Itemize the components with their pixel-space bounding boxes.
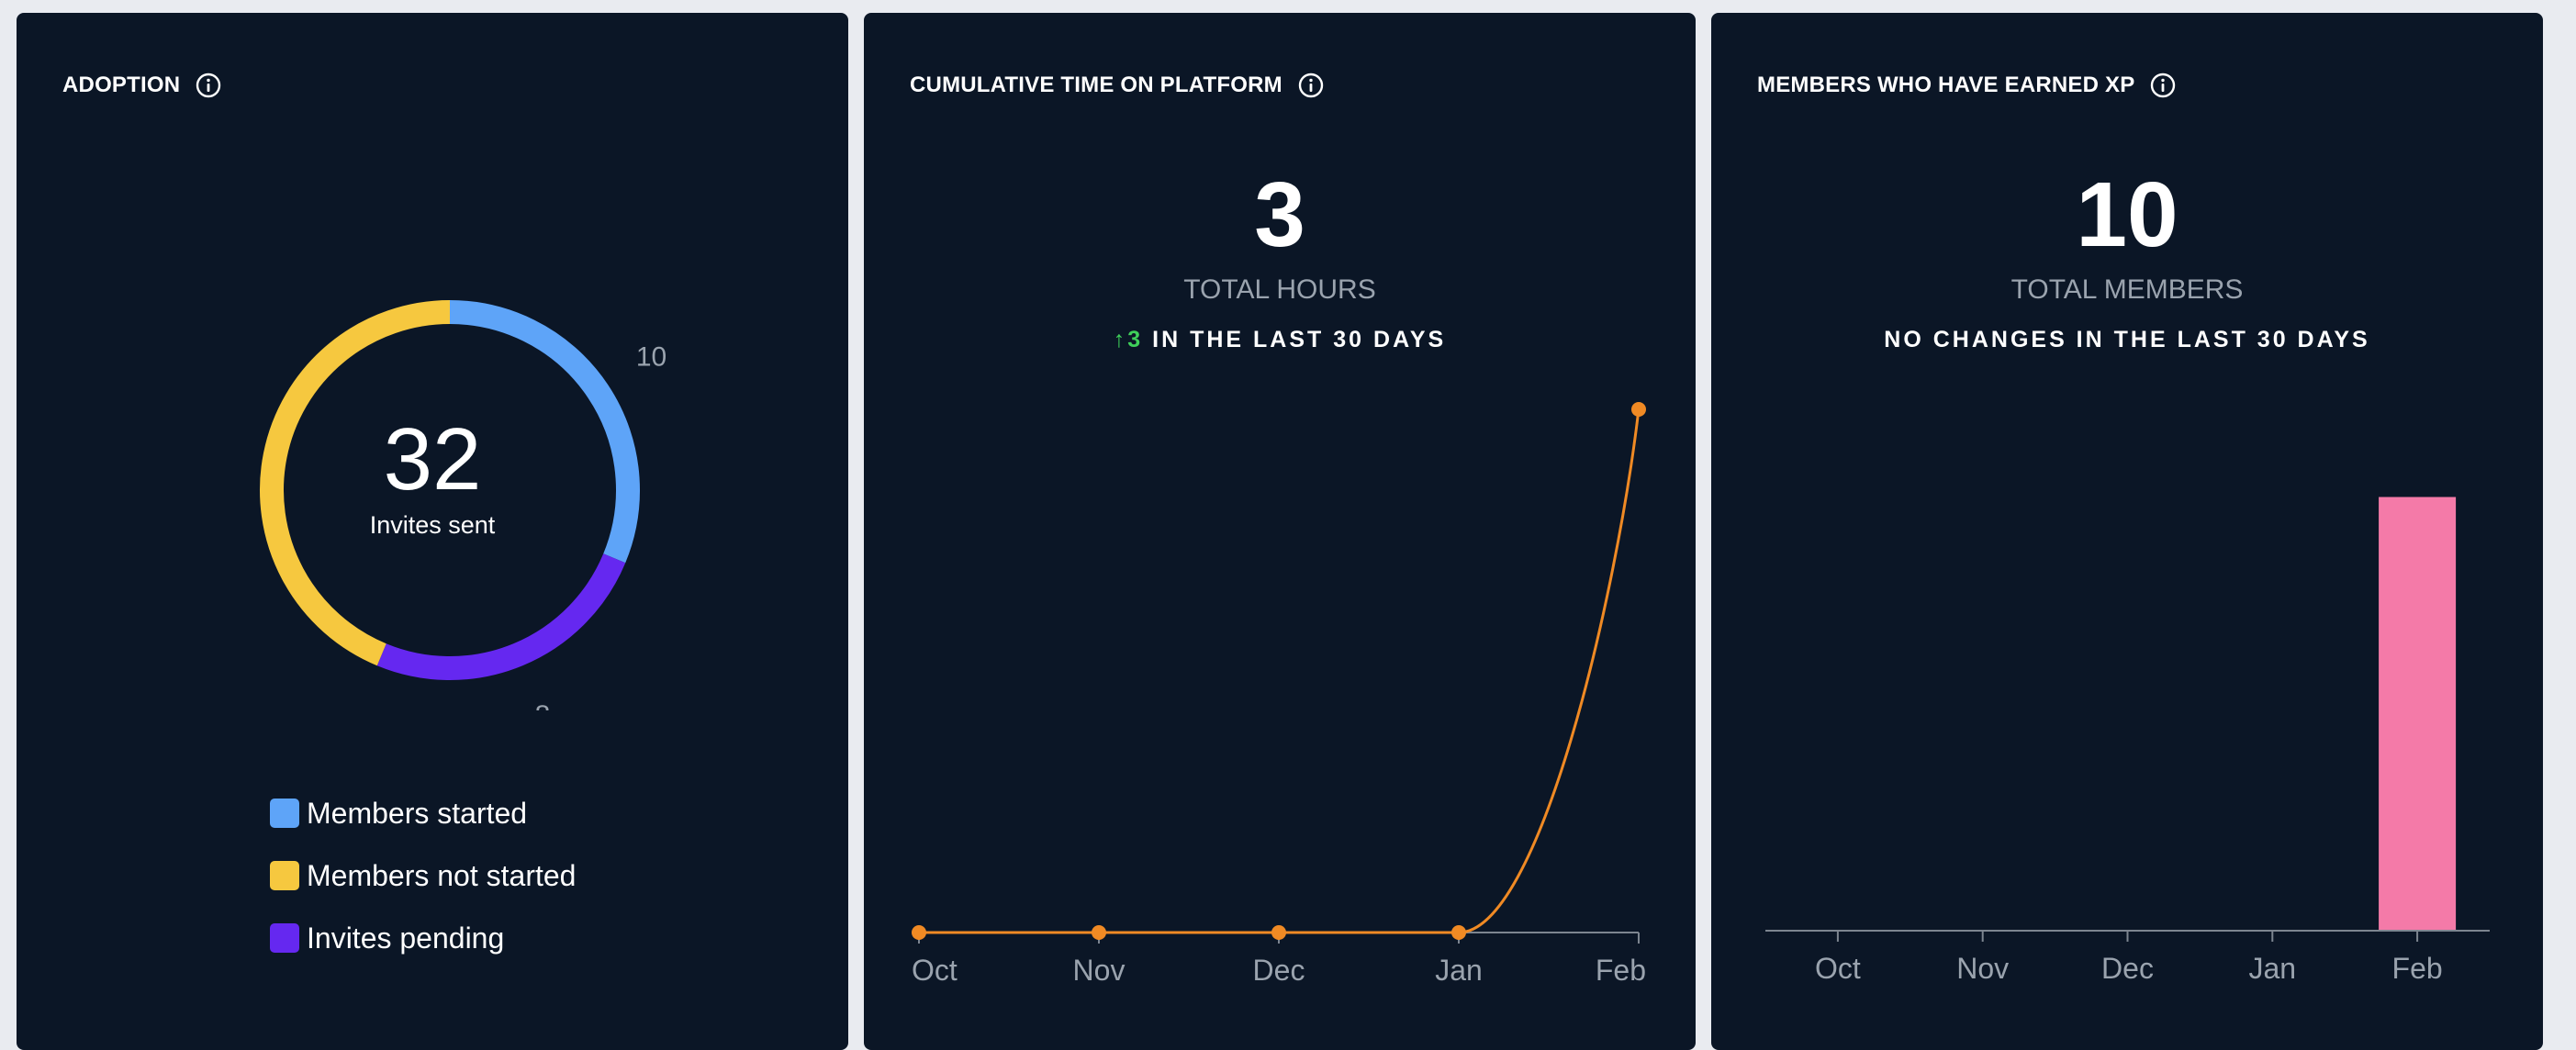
line-point[interactable] [912,925,926,940]
line-point[interactable] [1631,402,1646,417]
time-on-platform-card: CUMULATIVE TIME ON PLATFORM 3 TOTAL HOUR… [864,13,1696,1050]
hours-delta: ↑3 IN THE LAST 30 DAYS [864,323,1696,356]
total-members-label: TOTAL MEMBERS [2010,274,2244,305]
info-icon[interactable] [1297,72,1325,99]
legend-swatch [270,861,299,890]
info-icon[interactable] [2149,72,2177,99]
bar[interactable] [2379,497,2457,932]
total-hours-label: TOTAL HOURS [1183,274,1376,305]
total-members-value: 10 [2076,163,2178,266]
x-tick-label: Jan [1435,954,1483,987]
donut-slice[interactable] [376,553,626,680]
x-tick-label: Dec [1253,954,1305,987]
time-line-chart: Oct Nov Dec Jan Feb [912,402,1646,987]
legend-item-members-started: Members started [270,782,576,844]
line-series [919,408,1641,934]
donut-slice[interactable] [260,300,451,666]
line-point[interactable] [1271,925,1286,940]
donut-slice[interactable] [449,300,640,564]
adoption-header: ADOPTION [62,61,222,110]
members-bar-chart: Oct Nov Dec Jan Feb [1765,497,2490,985]
legend-item-members-not-started: Members not started [270,844,576,907]
members-xp-card: MEMBERS WHO HAVE EARNED XP 10 TOTAL MEMB… [1711,13,2543,1050]
line-point[interactable] [1092,925,1106,940]
xp-header: MEMBERS WHO HAVE EARNED XP [1757,61,2177,110]
x-tick-label: Feb [2392,952,2443,985]
adoption-legend: Members started Members not started Invi… [270,782,576,969]
legend-swatch [270,923,299,953]
delta-text: IN THE LAST 30 DAYS [1143,327,1447,352]
legend-swatch [270,799,299,828]
legend-item-invites-pending: Invites pending [270,907,576,969]
adoption-title: ADOPTION [62,73,181,97]
x-tick-label: Oct [912,954,958,987]
x-tick-label: Jan [2249,952,2297,985]
total-hours-value: 3 [1254,163,1305,266]
x-tick-label: Feb [1596,954,1646,987]
line-point[interactable] [1451,925,1466,940]
delta-up-value: ↑3 [1113,327,1144,352]
legend-label: Members not started [307,858,577,892]
time-title: CUMULATIVE TIME ON PLATFORM [910,73,1282,97]
x-tick-label: Nov [1956,952,2009,985]
invites-total: 32 [383,410,482,508]
donut-slice-label: 8 [535,700,551,710]
x-tick-label: Dec [2101,952,2154,985]
info-icon[interactable] [195,72,222,99]
legend-label: Members started [307,796,528,830]
invites-total-label: Invites sent [369,511,496,539]
donut-slice-label: 10 [636,341,666,372]
adoption-card: ADOPTION 10814 32 Invites sent Members s… [17,13,848,1050]
members-delta: NO CHANGES IN THE LAST 30 DAYS [1884,327,2370,352]
xp-title: MEMBERS WHO HAVE EARNED XP [1757,73,2135,97]
x-tick-label: Nov [1073,954,1126,987]
legend-label: Invites pending [307,921,505,955]
x-tick-label: Oct [1815,952,1861,985]
time-header: CUMULATIVE TIME ON PLATFORM [910,61,1325,110]
